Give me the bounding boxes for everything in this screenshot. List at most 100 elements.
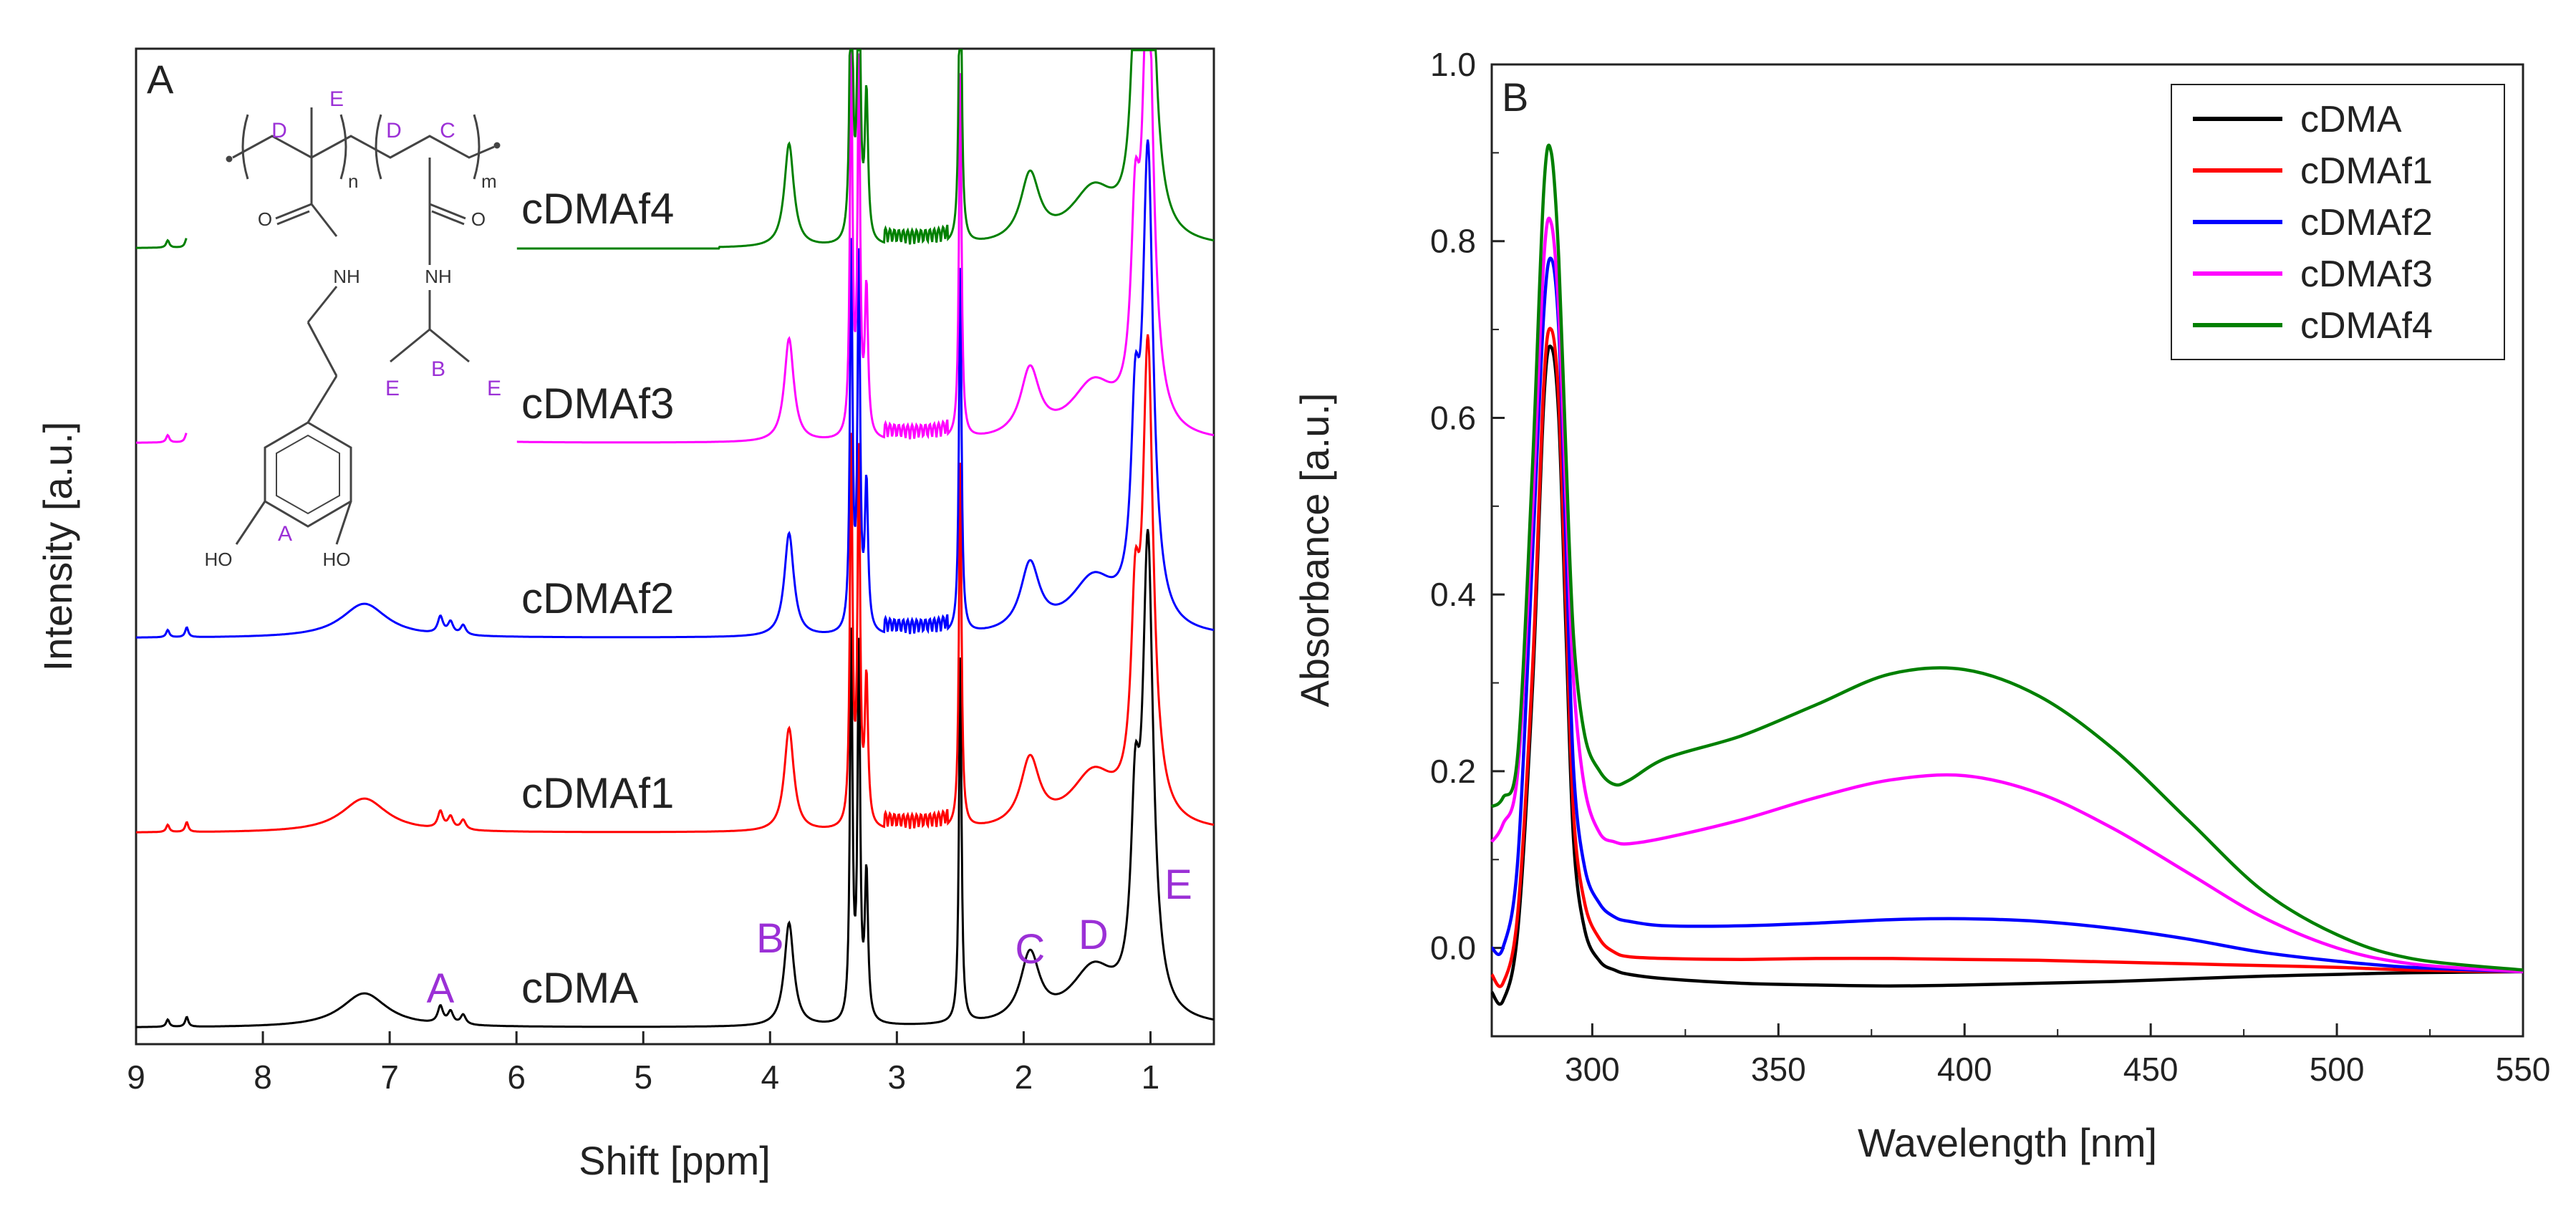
uvvis-x-tick-label: 450 [2123, 1051, 2179, 1088]
uvvis-legend: cDMA cDMAf1 cDMAf2 cDMAf3 cDMAf4 [2171, 84, 2505, 360]
nmr-panel: A 9 8 7 6 5 4 3 2 1 cDMA cDMAf1 cDMAf2 cDMAf3 cDMAf4… [35, 47, 1215, 1183]
uvvis-y-tick-label: 0.4 [1430, 576, 1476, 613]
uvvis-y-tick-label: 0.2 [1430, 753, 1476, 790]
bracket-m-right [473, 114, 481, 180]
chain-end-dot [493, 142, 501, 149]
uvvis-trace-cdma [1490, 344, 2524, 1006]
nmr-x-tick-label: 6 [507, 1058, 526, 1096]
panel-a-letter: A [147, 57, 174, 102]
bracket-m-left [375, 114, 382, 180]
nmr-x-tick-label: 7 [380, 1058, 399, 1096]
uvvis-traces [1490, 143, 2524, 1006]
co-double-2b [431, 210, 465, 226]
co-double-1b [276, 210, 310, 226]
legend-label: cDMA [2300, 99, 2402, 140]
uvvis-x-tick-label: 550 [2496, 1051, 2551, 1088]
uvvis-y-tick-label: 0.6 [1430, 399, 1476, 436]
structure-label-e: E [329, 87, 344, 111]
oxygen-label: O [258, 208, 272, 230]
oxygen-label: O [471, 208, 486, 230]
nmr-trace-label: cDMA [521, 964, 638, 1012]
nmr-peak-label-c: C [1015, 926, 1045, 973]
chemical-structure [226, 107, 501, 545]
nmr-trace-cdmaf1 [136, 334, 1215, 834]
uvvis-plot-frame [1490, 63, 2524, 1038]
nmr-x-tick-label: 5 [634, 1058, 652, 1096]
amide-nh-label: NH [425, 266, 452, 287]
nmr-plot-frame [135, 47, 1215, 1046]
nmr-x-tick-label: 2 [1015, 1058, 1033, 1096]
cn-bond-1 [310, 203, 338, 237]
nmr-trace-cdmaf4 [136, 49, 1215, 250]
hydroxyl-label: HO [323, 549, 351, 570]
linker-bond-2 [307, 322, 338, 377]
nmr-peak-label-a: A [427, 965, 455, 1012]
nmr-x-tick-label: 9 [127, 1058, 145, 1096]
co-double-2a [429, 203, 466, 220]
nmr-y-axis-title: Intensity [a.u.] [35, 422, 80, 672]
nmr-peak-label-b: B [756, 915, 784, 962]
nmr-trace-cdma [136, 529, 1215, 1028]
nmr-peak-labels: A B C D E [427, 862, 1192, 1012]
uvvis-y-tick-label: 0.0 [1430, 930, 1476, 967]
legend-label: cDMAf3 [2300, 254, 2433, 295]
nmr-trace-label: cDMAf4 [521, 185, 674, 233]
uvvis-trace-cdmaf3 [1490, 216, 2524, 974]
uvvis-x-tick-label: 300 [1565, 1051, 1620, 1088]
structure-label-e: E [487, 377, 501, 400]
nmr-peak-label-e: E [1164, 862, 1192, 908]
structure-label-e: E [385, 377, 400, 400]
nmr-trace-cdmaf3 [136, 49, 1215, 444]
nmr-trace-label: cDMAf2 [521, 574, 674, 622]
linker-bond-3 [307, 375, 338, 423]
hydroxyl-label: HO [205, 549, 233, 570]
nmr-trace-label: cDMAf1 [521, 769, 674, 817]
uvvis-trace-cdmaf2 [1490, 256, 2524, 974]
amide-nh-label: NH [333, 266, 360, 287]
nmr-x-axis-title: Shift [ppm] [579, 1138, 771, 1183]
ch-ch3-bond-2 [429, 328, 470, 363]
co-double-1a [275, 203, 312, 220]
nmr-x-tick-label: 8 [254, 1058, 272, 1096]
chain-end-dot [226, 155, 233, 163]
uvvis-y-tick-label: 1.0 [1430, 46, 1476, 83]
structure-label-c: C [440, 119, 455, 143]
structure-label-a: A [278, 522, 292, 546]
structure-labels: D E D C n m O O NH NH B E E A HO HO [205, 87, 502, 570]
linker-bond-1 [307, 286, 338, 323]
nmr-x-tick-label: 3 [888, 1058, 907, 1096]
panel-b-letter: B [1502, 74, 1528, 120]
uvvis-trace-cdmaf1 [1490, 327, 2524, 988]
uvvis-y-axis-title: Absorbance [a.u.] [1292, 393, 1337, 708]
uvvis-x-tick-label: 500 [2310, 1051, 2365, 1088]
uvvis-axis-ticks: 300 350 400 450 500 550 0.0 0.2 0.4 0.6 0.8 1.0 [1430, 46, 2550, 1088]
bracket-n-right [339, 114, 347, 180]
polymer-backbone [232, 135, 495, 159]
uvvis-x-tick-label: 400 [1937, 1051, 1992, 1088]
nmr-traces [136, 49, 1215, 1028]
oh-bond-1 [235, 501, 266, 545]
nmr-trace-labels: cDMA cDMAf1 cDMAf2 cDMAf3 cDMAf4 [521, 185, 674, 1012]
structure-label-b: B [431, 357, 445, 381]
structure-label-d: D [271, 119, 287, 143]
uvvis-y-tick-label: 0.8 [1430, 223, 1476, 260]
nmr-trace-label: cDMAf3 [521, 380, 674, 428]
subscript-n: n [348, 170, 358, 192]
legend-label: cDMAf2 [2300, 202, 2433, 243]
nmr-peak-label-d: D [1079, 912, 1109, 958]
benzene-ring [264, 421, 352, 528]
uvvis-trace-cdmaf4 [1490, 143, 2524, 972]
ch-ch3-bond-1 [390, 328, 430, 363]
legend-label: cDMAf4 [2300, 305, 2433, 347]
subscript-m: m [481, 170, 497, 192]
uvvis-x-tick-label: 350 [1751, 1051, 1806, 1088]
structure-label-d: D [386, 119, 402, 143]
uvvis-panel: B 300 350 400 450 500 550 0.0 0.2 0.4 0.6 0.8 1.0 c… [1292, 46, 2550, 1165]
oh-bond-2 [335, 501, 352, 545]
nmr-x-tick-label: 1 [1142, 1058, 1160, 1096]
nmr-x-ticks: 9 8 7 6 5 4 3 2 1 [127, 1031, 1159, 1096]
nmr-trace-cdmaf2 [136, 139, 1215, 639]
bracket-n-left [241, 114, 249, 180]
benzene-inner [276, 434, 340, 515]
